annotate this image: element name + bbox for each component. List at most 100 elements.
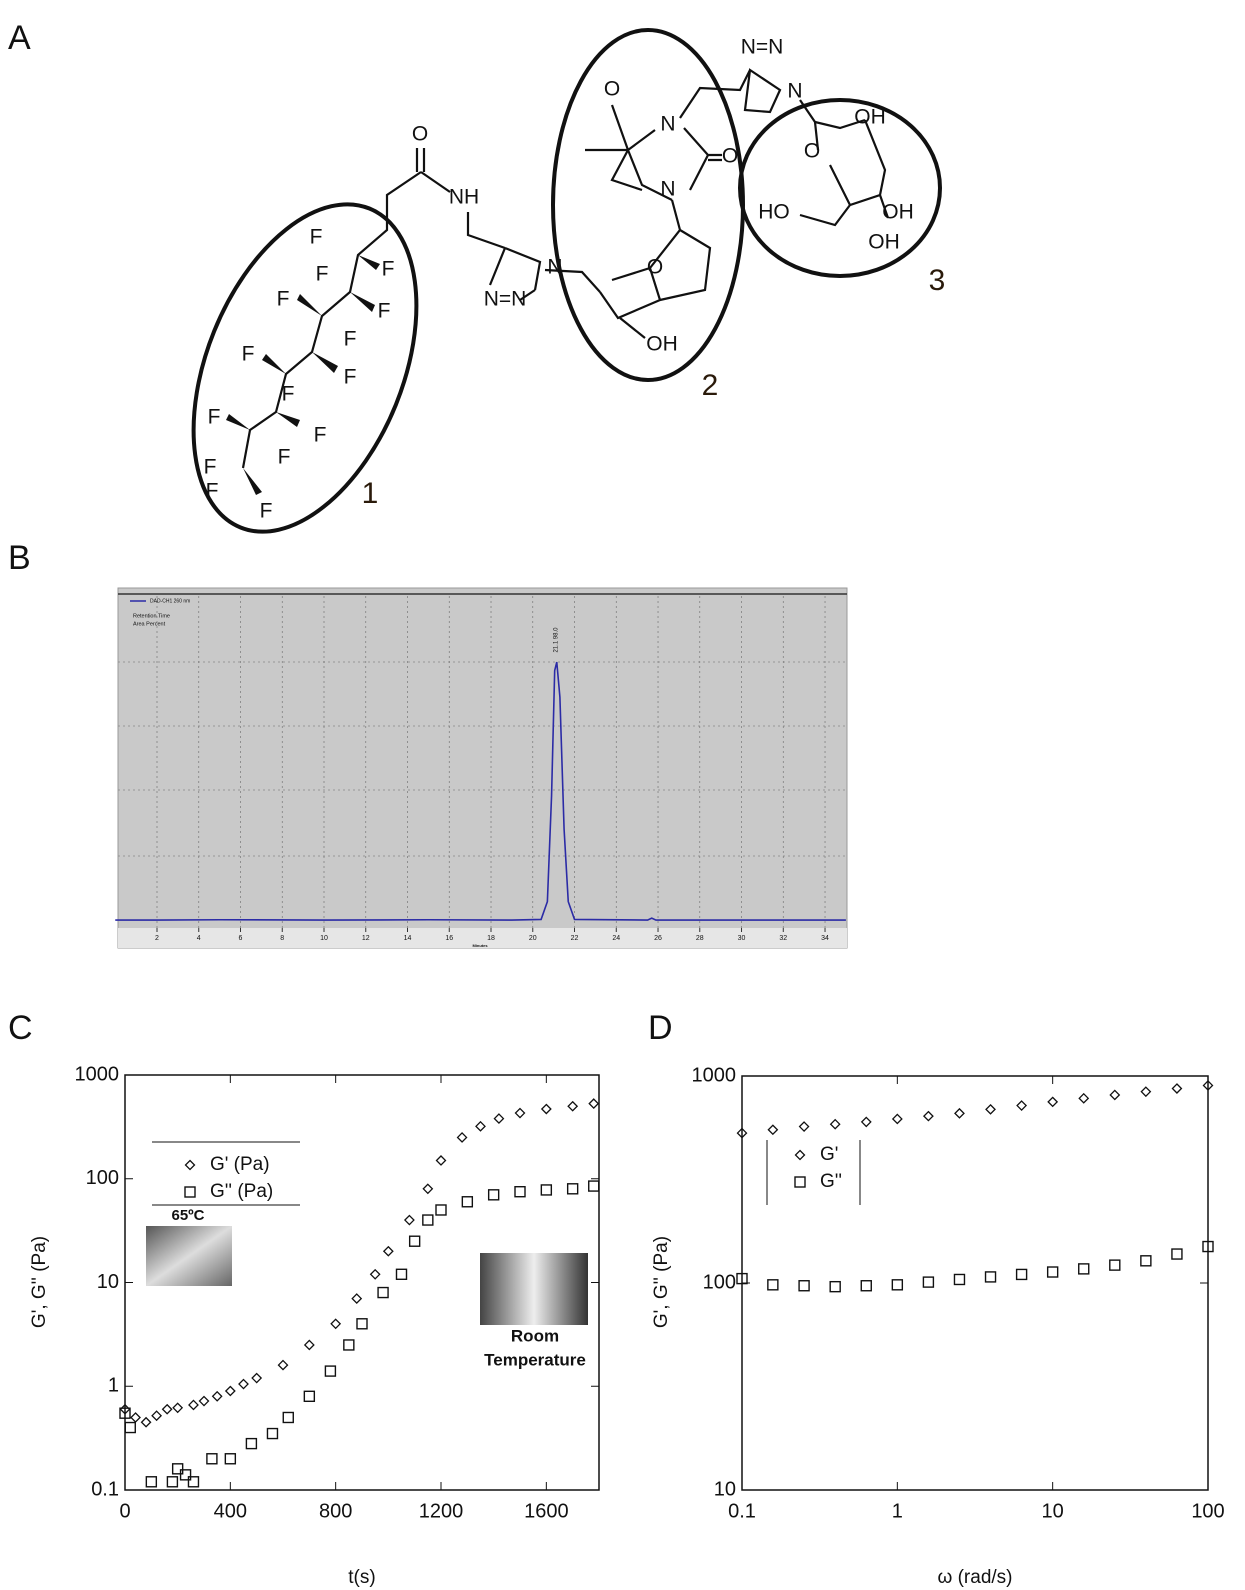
- data-point: [767, 1124, 779, 1136]
- data-point: [145, 1476, 158, 1488]
- data-point: [567, 1100, 579, 1112]
- atom-label: HO: [758, 201, 790, 224]
- panel-label: B: [8, 539, 31, 577]
- data-point: [922, 1276, 935, 1288]
- x-tick-label: 800: [319, 1500, 352, 1522]
- panel-label: A: [8, 19, 31, 57]
- legend-note: Retention Time: [133, 613, 170, 619]
- data-point: [540, 1184, 553, 1196]
- data-point: [1109, 1259, 1121, 1271]
- data-point: [1202, 1240, 1214, 1253]
- data-point: [124, 1421, 136, 1434]
- data-point: [1171, 1083, 1183, 1094]
- data-point: [891, 1113, 903, 1125]
- atom-label: OH: [646, 333, 678, 356]
- data-point: [767, 1279, 779, 1291]
- atom-label: F: [344, 366, 357, 389]
- x-tick-label: 28: [696, 935, 704, 942]
- data-point: [860, 1116, 872, 1128]
- data-point: [1078, 1092, 1090, 1104]
- structure: O NH F F F F F F F F F F F F F F F N N=N…: [191, 28, 945, 534]
- x-tick-label: 12: [362, 935, 370, 942]
- legend-label: G'' (Pa): [210, 1181, 273, 1202]
- data-point: [303, 1390, 316, 1403]
- data-point: [198, 1395, 210, 1407]
- data-point: [1078, 1263, 1090, 1275]
- data-point: [514, 1186, 526, 1198]
- atom-label: F: [316, 263, 329, 286]
- annotation: Room: [511, 1326, 559, 1345]
- data-point: [251, 1372, 263, 1384]
- data-point: [736, 1272, 748, 1285]
- data-point: [953, 1273, 966, 1286]
- atom-label: OH: [882, 201, 914, 224]
- data-point: [282, 1411, 294, 1424]
- atom-label: F: [204, 456, 217, 479]
- data-point: [985, 1103, 996, 1115]
- data-point: [798, 1121, 810, 1132]
- region-ellipse: [551, 28, 745, 382]
- data-point: [395, 1268, 408, 1280]
- data-point: [140, 1416, 152, 1428]
- x-tick-label: 6: [239, 935, 243, 942]
- data-point: [369, 1268, 381, 1280]
- data-point: [211, 1390, 223, 1402]
- x-tick-label: 20: [529, 935, 537, 942]
- atom-label: F: [242, 343, 255, 366]
- plot-frame: [741, 1075, 1209, 1491]
- data-point: [461, 1196, 474, 1208]
- x-tick-label: 32: [779, 935, 787, 942]
- data-point: [277, 1359, 289, 1371]
- atom-label: F: [378, 300, 391, 323]
- data-point: [422, 1183, 434, 1195]
- data-point: [343, 1339, 355, 1351]
- data-point: [1140, 1255, 1152, 1267]
- atom-label: OH: [854, 106, 886, 129]
- atom-label: O: [804, 140, 820, 163]
- data-point: [224, 1453, 237, 1465]
- y-tick-label: 10: [714, 1478, 736, 1500]
- data-point: [1015, 1268, 1028, 1281]
- data-point: [303, 1339, 315, 1351]
- data-point: [238, 1378, 249, 1390]
- data-point: [161, 1403, 173, 1415]
- x-tick-label: 18: [487, 935, 495, 942]
- data-point: [356, 1318, 368, 1330]
- data-point: [1047, 1096, 1059, 1108]
- y-axis-label: G', G'' (Pa): [651, 1236, 672, 1328]
- atom-label: F: [206, 480, 219, 503]
- data-point: [422, 1214, 434, 1226]
- x-tick-label: 26: [654, 935, 662, 942]
- data-point: [324, 1365, 337, 1377]
- data-point: [1202, 1080, 1214, 1091]
- atom-label: NH: [449, 186, 479, 209]
- data-point: [330, 1318, 342, 1330]
- atom-label: N: [547, 256, 562, 279]
- atom-label: F: [260, 500, 273, 523]
- series-line: [115, 661, 846, 921]
- x-tick-label: 24: [612, 935, 620, 942]
- data-point: [475, 1120, 486, 1132]
- legend-label: G': [820, 1144, 838, 1165]
- data-point: [798, 1280, 810, 1292]
- x-tick-label: 2: [155, 935, 159, 942]
- atom-label: F: [277, 288, 290, 311]
- x-tick-label: 4: [197, 935, 201, 942]
- data-point: [377, 1286, 389, 1299]
- atom-label: F: [278, 446, 291, 469]
- x-tick-label: 0.1: [728, 1500, 756, 1522]
- region-ellipse: [738, 98, 942, 278]
- atom-label: F: [310, 226, 323, 249]
- x-tick-label: 16: [445, 935, 453, 942]
- data-point: [119, 1407, 131, 1419]
- x-tick-label: 10: [1042, 1500, 1064, 1522]
- y-tick-label: 100: [703, 1271, 736, 1293]
- data-point: [187, 1476, 200, 1488]
- x-tick-label: 10: [320, 935, 328, 942]
- region-number: 2: [702, 369, 719, 402]
- region-number: 1: [362, 477, 379, 510]
- data-point: [266, 1427, 279, 1440]
- legend-note: Area Percent: [133, 621, 166, 627]
- legend-marker: [184, 1186, 196, 1198]
